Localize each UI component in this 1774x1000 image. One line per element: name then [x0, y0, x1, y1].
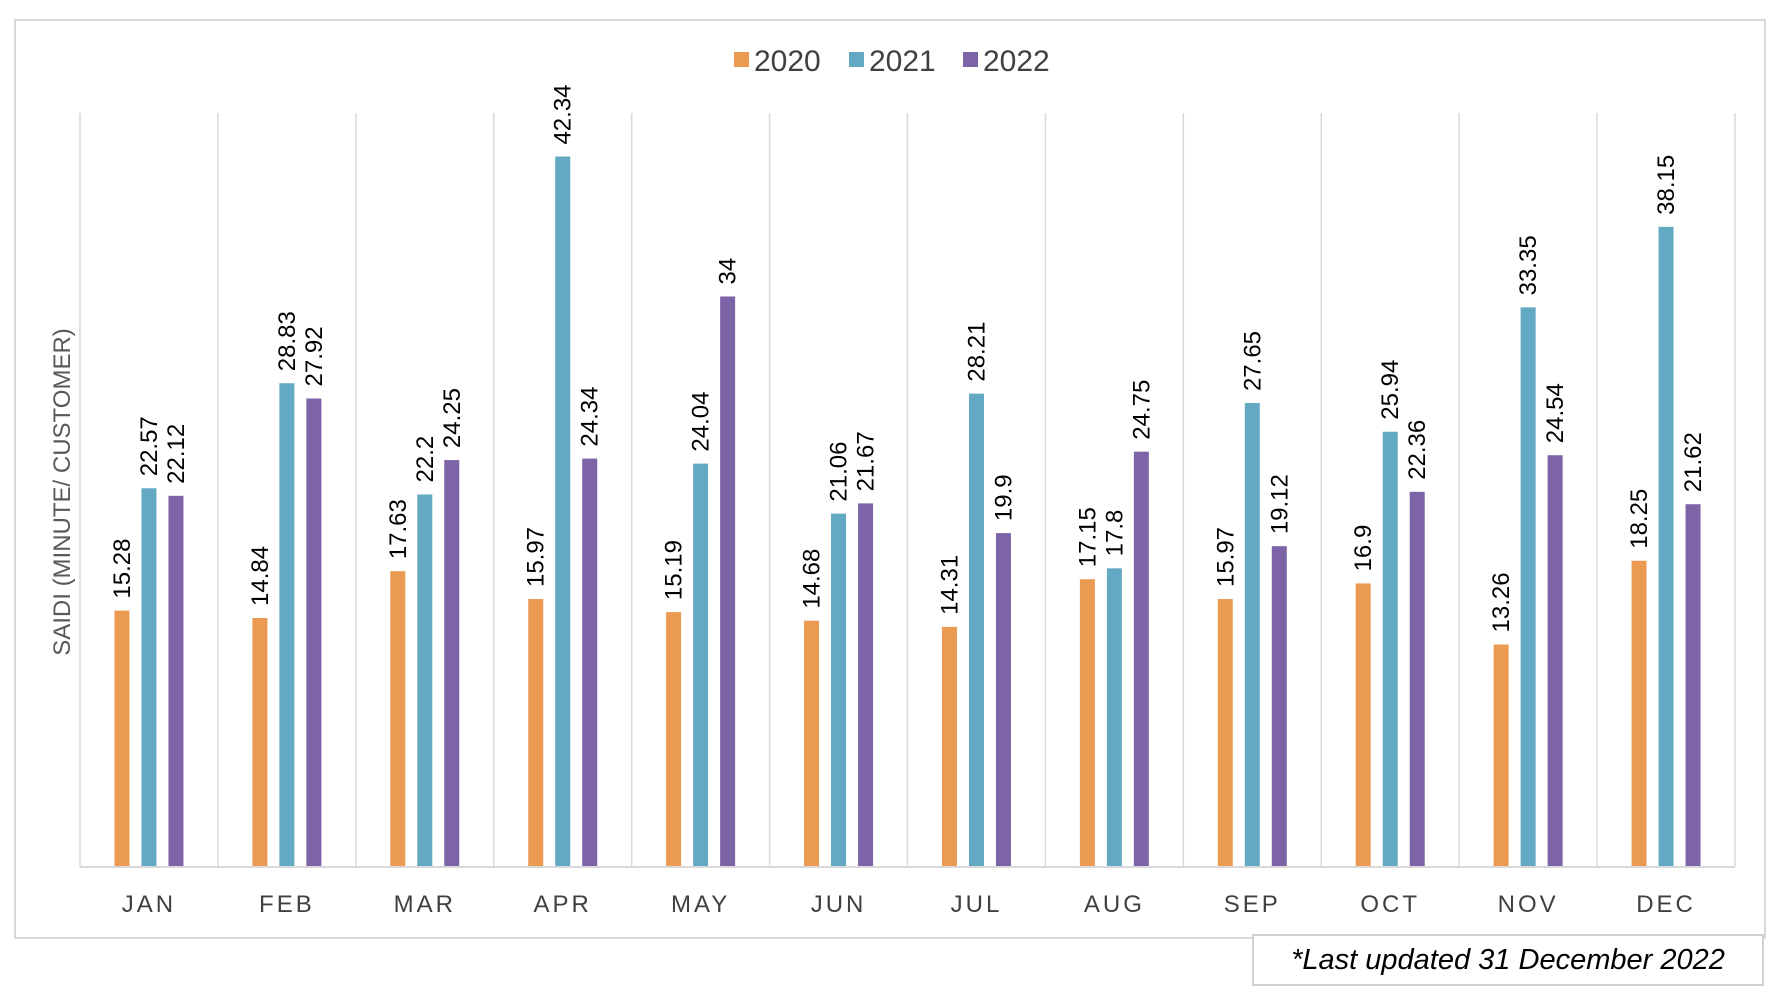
bar-2022-aug: [1133, 451, 1149, 867]
bar-2022-apr: [582, 458, 598, 867]
footnote: *Last updated 31 December 2022: [1252, 934, 1764, 986]
bar-2022-mar: [444, 460, 460, 867]
category-label: MAR: [394, 891, 456, 918]
data-label: 14.31: [936, 555, 963, 615]
bar-2020-jul: [941, 626, 957, 867]
data-label: 27.65: [1239, 331, 1266, 391]
bar-2021-aug: [1106, 568, 1122, 867]
data-label: 34: [715, 258, 742, 285]
data-label: 15.19: [661, 540, 688, 600]
bar-2022-jul: [995, 533, 1011, 867]
legend-label-2021: 2021: [869, 45, 936, 78]
bar-2021-mar: [417, 494, 433, 867]
gridlines: [79, 113, 1736, 867]
data-label: 17.63: [385, 499, 412, 559]
bar-2021-jul: [968, 393, 984, 867]
data-label: 28.21: [963, 322, 990, 382]
category-label: APR: [534, 891, 592, 918]
legend-label-2022: 2022: [983, 45, 1050, 78]
bar-2022-jan: [168, 495, 184, 867]
bar-2022-oct: [1409, 491, 1425, 867]
data-label: 21.62: [1680, 432, 1707, 492]
data-label: 21.06: [826, 442, 853, 502]
data-label: 19.12: [1266, 474, 1293, 534]
data-label: 17.15: [1074, 507, 1101, 567]
data-label: 19.9: [990, 474, 1017, 521]
bar-2022-feb: [306, 398, 322, 867]
bar-2022-dec: [1685, 504, 1701, 867]
bar-2020-may: [666, 612, 682, 867]
bar-2020-jan: [114, 610, 130, 867]
data-label: 17.8: [1101, 510, 1128, 557]
category-label: DEC: [1636, 891, 1696, 918]
bar-2021-oct: [1382, 431, 1398, 867]
bar-2020-sep: [1217, 599, 1233, 867]
category-label: OCT: [1360, 891, 1420, 918]
bar-2022-may: [720, 296, 736, 868]
data-label: 14.68: [799, 549, 826, 609]
category-label: AUG: [1084, 891, 1145, 918]
bar-2022-sep: [1271, 546, 1287, 867]
category-label: JAN: [122, 891, 176, 918]
bar-2020-dec: [1631, 560, 1647, 867]
data-label: 25.94: [1377, 360, 1404, 420]
bar-2021-dec: [1658, 226, 1674, 867]
data-label: 13.26: [1488, 572, 1515, 632]
data-label: 16.9: [1350, 525, 1377, 572]
data-label: 15.97: [1212, 527, 1239, 587]
data-label: 27.92: [301, 326, 328, 386]
bar-2021-apr: [555, 156, 571, 868]
bar-2020-aug: [1079, 579, 1095, 867]
data-label: 15.28: [109, 539, 136, 599]
data-label: 24.54: [1542, 383, 1569, 443]
category-label: JUN: [811, 891, 867, 918]
data-label: 14.84: [247, 546, 274, 606]
data-label: 22.2: [412, 436, 439, 483]
data-label: 24.34: [577, 387, 604, 447]
data-label: 22.57: [136, 416, 163, 476]
bar-2021-sep: [1244, 403, 1260, 867]
bar-2020-jun: [804, 620, 820, 867]
category-label: SEP: [1224, 891, 1281, 918]
legend-swatch-2022: [963, 52, 978, 67]
category-labels: JAN FEB MAR APR MAY JUN JUL AUG SEP OCT NOV DEC: [122, 891, 1696, 918]
legend-swatch-2021: [849, 52, 864, 67]
data-label: 22.36: [1404, 420, 1431, 480]
legend: 2020 2021 2022: [734, 45, 1050, 78]
data-label: 24.25: [439, 388, 466, 448]
data-label: 28.83: [274, 311, 301, 371]
bar-2021-may: [693, 463, 709, 867]
data-labels: 15.28 14.84 17.63 15.97 15.19 14.68 14.31 17.15…: [109, 84, 1707, 632]
category-label: MAY: [671, 891, 730, 918]
bar-2020-apr: [528, 599, 544, 867]
category-label: JUL: [951, 891, 1003, 918]
bar-2022-jun: [858, 503, 874, 867]
bar-2021-jun: [831, 513, 847, 867]
bar-2020-oct: [1355, 583, 1371, 867]
bar-2022-nov: [1547, 455, 1563, 867]
data-label: 21.67: [853, 431, 880, 491]
data-label: 42.34: [550, 84, 577, 144]
legend-label-2020: 2020: [754, 45, 821, 78]
bar-2020-mar: [390, 571, 406, 867]
data-label: 38.15: [1653, 155, 1680, 215]
data-label: 33.35: [1515, 235, 1542, 295]
data-label: 18.25: [1626, 489, 1653, 549]
data-label: 22.12: [163, 424, 190, 484]
bar-2021-feb: [279, 383, 295, 867]
bar-2020-nov: [1493, 644, 1509, 867]
bar-2021-jan: [141, 488, 157, 867]
category-label: FEB: [259, 891, 315, 918]
data-label: 24.04: [688, 392, 715, 452]
bar-2020-feb: [252, 617, 268, 867]
legend-swatch-2020: [734, 52, 749, 67]
data-label: 24.75: [1128, 380, 1155, 440]
bar-2021-nov: [1520, 307, 1536, 868]
y-axis-title: SAIDI (MINUTE/ CUSTOMER): [49, 328, 76, 656]
data-label: 15.97: [523, 527, 550, 587]
category-label: NOV: [1498, 891, 1559, 918]
bars: [114, 156, 1701, 868]
